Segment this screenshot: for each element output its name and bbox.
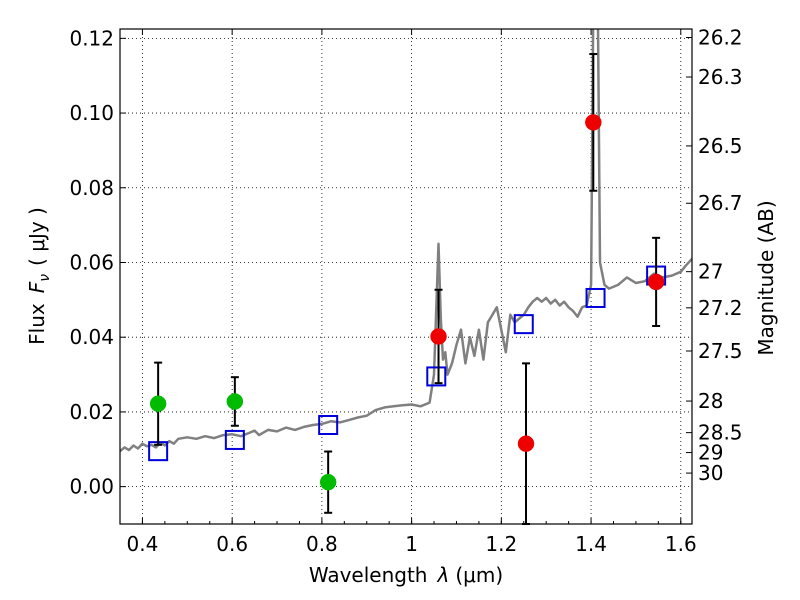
spectrum-line: [120, 29, 692, 453]
mag-tick-label: 28: [698, 389, 723, 413]
x-tick-label: 0.8: [306, 532, 338, 556]
mag-tick-label: 29: [698, 441, 723, 465]
point-layer: [149, 53, 665, 525]
photometry-point: [430, 328, 447, 345]
model-photometry-square: [513, 314, 534, 335]
mag-tick-label: 30: [698, 461, 723, 485]
photometry-point: [319, 473, 337, 491]
x-tick-label: 0.6: [216, 532, 248, 556]
x-axis-symbol: λ: [437, 563, 450, 587]
y-tick-label: 0.08: [69, 176, 114, 200]
tick-layer: 0.4 0.6 0.8 1 1.2 1.4 1.6 0.00 0.02 0.04 0.06 0.08 0…: [69, 25, 742, 556]
photometry-point: [226, 393, 244, 410]
model-photometry-square: [585, 287, 606, 308]
grid-layer: [120, 29, 692, 524]
y-tick-label: 0.12: [69, 26, 114, 50]
y-axis-label: Flux: [25, 303, 49, 345]
x-tick-label: 0.4: [127, 532, 159, 556]
mag-tick-label: 27.2: [698, 296, 743, 320]
y-tick-label: 0.04: [69, 325, 114, 349]
mag-tick-label: 27.5: [698, 339, 743, 363]
y-axis-symbol-sub: ν: [37, 274, 53, 282]
y-axis-symbol: F: [25, 281, 49, 293]
photometry-point: [647, 273, 665, 291]
mag-tick-label: 28.5: [698, 421, 743, 445]
y-tick-label: 0.00: [69, 475, 114, 499]
x-tick-label: 1: [405, 532, 418, 556]
y-tick-label: 0.10: [69, 101, 114, 125]
x-tick-label: 1.4: [575, 532, 607, 556]
mag-tick-label: 26.3: [698, 65, 743, 89]
x-tick-label: 1.2: [485, 532, 517, 556]
photometry-point: [585, 114, 602, 131]
spectrum-layer: [120, 29, 692, 453]
y-axis-unit: ( μJy ): [25, 207, 49, 266]
y-axis-title: Flux Fν ( μJy ): [25, 207, 53, 345]
mag-tick-label: 26.5: [698, 134, 743, 158]
mag-tick-label: 26.2: [698, 25, 743, 49]
model-photometry-square: [426, 366, 447, 387]
mag-tick-label: 26.7: [698, 191, 743, 215]
plot-frame: [119, 28, 693, 525]
model-photometry-square: [318, 415, 339, 435]
x-axis-title: Wavelength λ (μm): [309, 563, 503, 587]
y-tick-label: 0.06: [69, 250, 114, 274]
x-tick-label: 1.6: [665, 532, 697, 556]
y-tick-label: 0.02: [69, 400, 114, 424]
model-photometry-square: [224, 429, 245, 450]
x-axis-label: Wavelength: [309, 563, 428, 587]
photometry-point: [517, 435, 535, 452]
x-axis-unit: (μm): [455, 563, 503, 587]
photometry-point: [149, 395, 167, 412]
mag-tick-label: 27: [698, 260, 723, 284]
right-axis-title: Magnitude (AB): [754, 200, 778, 355]
